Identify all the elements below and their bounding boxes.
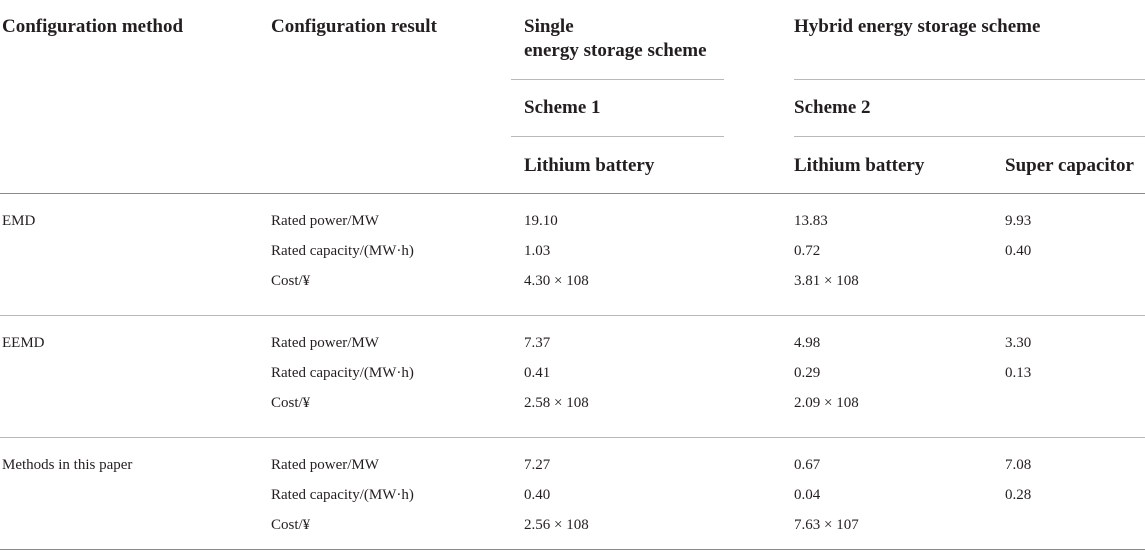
hybrid-lithium-value: 0.04	[794, 487, 821, 503]
hybrid-lithium-value: 0.67	[794, 457, 821, 473]
hybrid-supercap-value: 0.13	[1005, 365, 1032, 381]
hybrid-supercap-value: 0.28	[1005, 487, 1032, 503]
header-scheme1: Scheme 1	[524, 97, 601, 118]
hybrid-lithium-value: 13.83	[794, 213, 828, 229]
header-single-line2: energy storage scheme	[524, 40, 707, 61]
header-rule-scheme2	[794, 136, 1145, 137]
result-label: Cost/¥	[271, 273, 311, 289]
header-single-line1: Single	[524, 16, 574, 37]
result-label: Rated capacity/(MW·h)	[271, 243, 414, 259]
header-scheme2: Scheme 2	[794, 97, 871, 118]
single-lithium-value: 2.58 × 108	[524, 395, 589, 411]
header-hybrid: Hybrid energy storage scheme	[794, 16, 1041, 37]
hybrid-lithium-value: 3.81 × 108	[794, 273, 859, 289]
hybrid-supercap-value: 3.30	[1005, 335, 1032, 351]
result-label: Rated power/MW	[271, 213, 379, 229]
single-lithium-value: 19.10	[524, 213, 558, 229]
result-label: Rated power/MW	[271, 335, 379, 351]
header-configuration-method: Configuration method	[2, 16, 184, 37]
single-lithium-value: 0.40	[524, 487, 551, 503]
header-rule-single	[511, 79, 724, 80]
method-label: EMD	[2, 213, 36, 229]
hybrid-lithium-value: 4.98	[794, 335, 821, 351]
single-lithium-value: 1.03	[524, 243, 551, 259]
group-divider	[0, 437, 1145, 438]
single-lithium-value: 4.30 × 108	[524, 273, 589, 289]
hybrid-supercap-value: 7.08	[1005, 457, 1032, 473]
method-label: EEMD	[2, 335, 45, 351]
header-lithium-hybrid: Lithium battery	[794, 155, 925, 176]
header-bottom-rule	[0, 193, 1145, 194]
header-rule-hybrid	[794, 79, 1145, 80]
hybrid-lithium-value: 7.63 × 107	[794, 517, 859, 533]
result-label: Cost/¥	[271, 395, 311, 411]
single-lithium-value: 0.41	[524, 365, 551, 381]
header-rule-scheme1	[511, 136, 724, 137]
group-divider	[0, 315, 1145, 316]
hybrid-lithium-value: 2.09 × 108	[794, 395, 859, 411]
header-lithium-single: Lithium battery	[524, 155, 655, 176]
hybrid-supercap-value: 9.93	[1005, 213, 1032, 229]
method-label: Methods in this paper	[2, 457, 133, 473]
single-lithium-value: 7.37	[524, 335, 551, 351]
hybrid-lithium-value: 0.72	[794, 243, 821, 259]
hybrid-lithium-value: 0.29	[794, 365, 821, 381]
table-bottom-rule	[0, 549, 1145, 550]
result-label: Rated capacity/(MW·h)	[271, 365, 414, 381]
single-lithium-value: 7.27	[524, 457, 551, 473]
single-lithium-value: 2.56 × 108	[524, 517, 589, 533]
result-label: Cost/¥	[271, 517, 311, 533]
hybrid-supercap-value: 0.40	[1005, 243, 1032, 259]
result-label: Rated power/MW	[271, 457, 379, 473]
result-label: Rated capacity/(MW·h)	[271, 487, 414, 503]
header-supercapacitor: Super capacitor	[1005, 155, 1134, 176]
header-configuration-result: Configuration result	[271, 16, 437, 37]
